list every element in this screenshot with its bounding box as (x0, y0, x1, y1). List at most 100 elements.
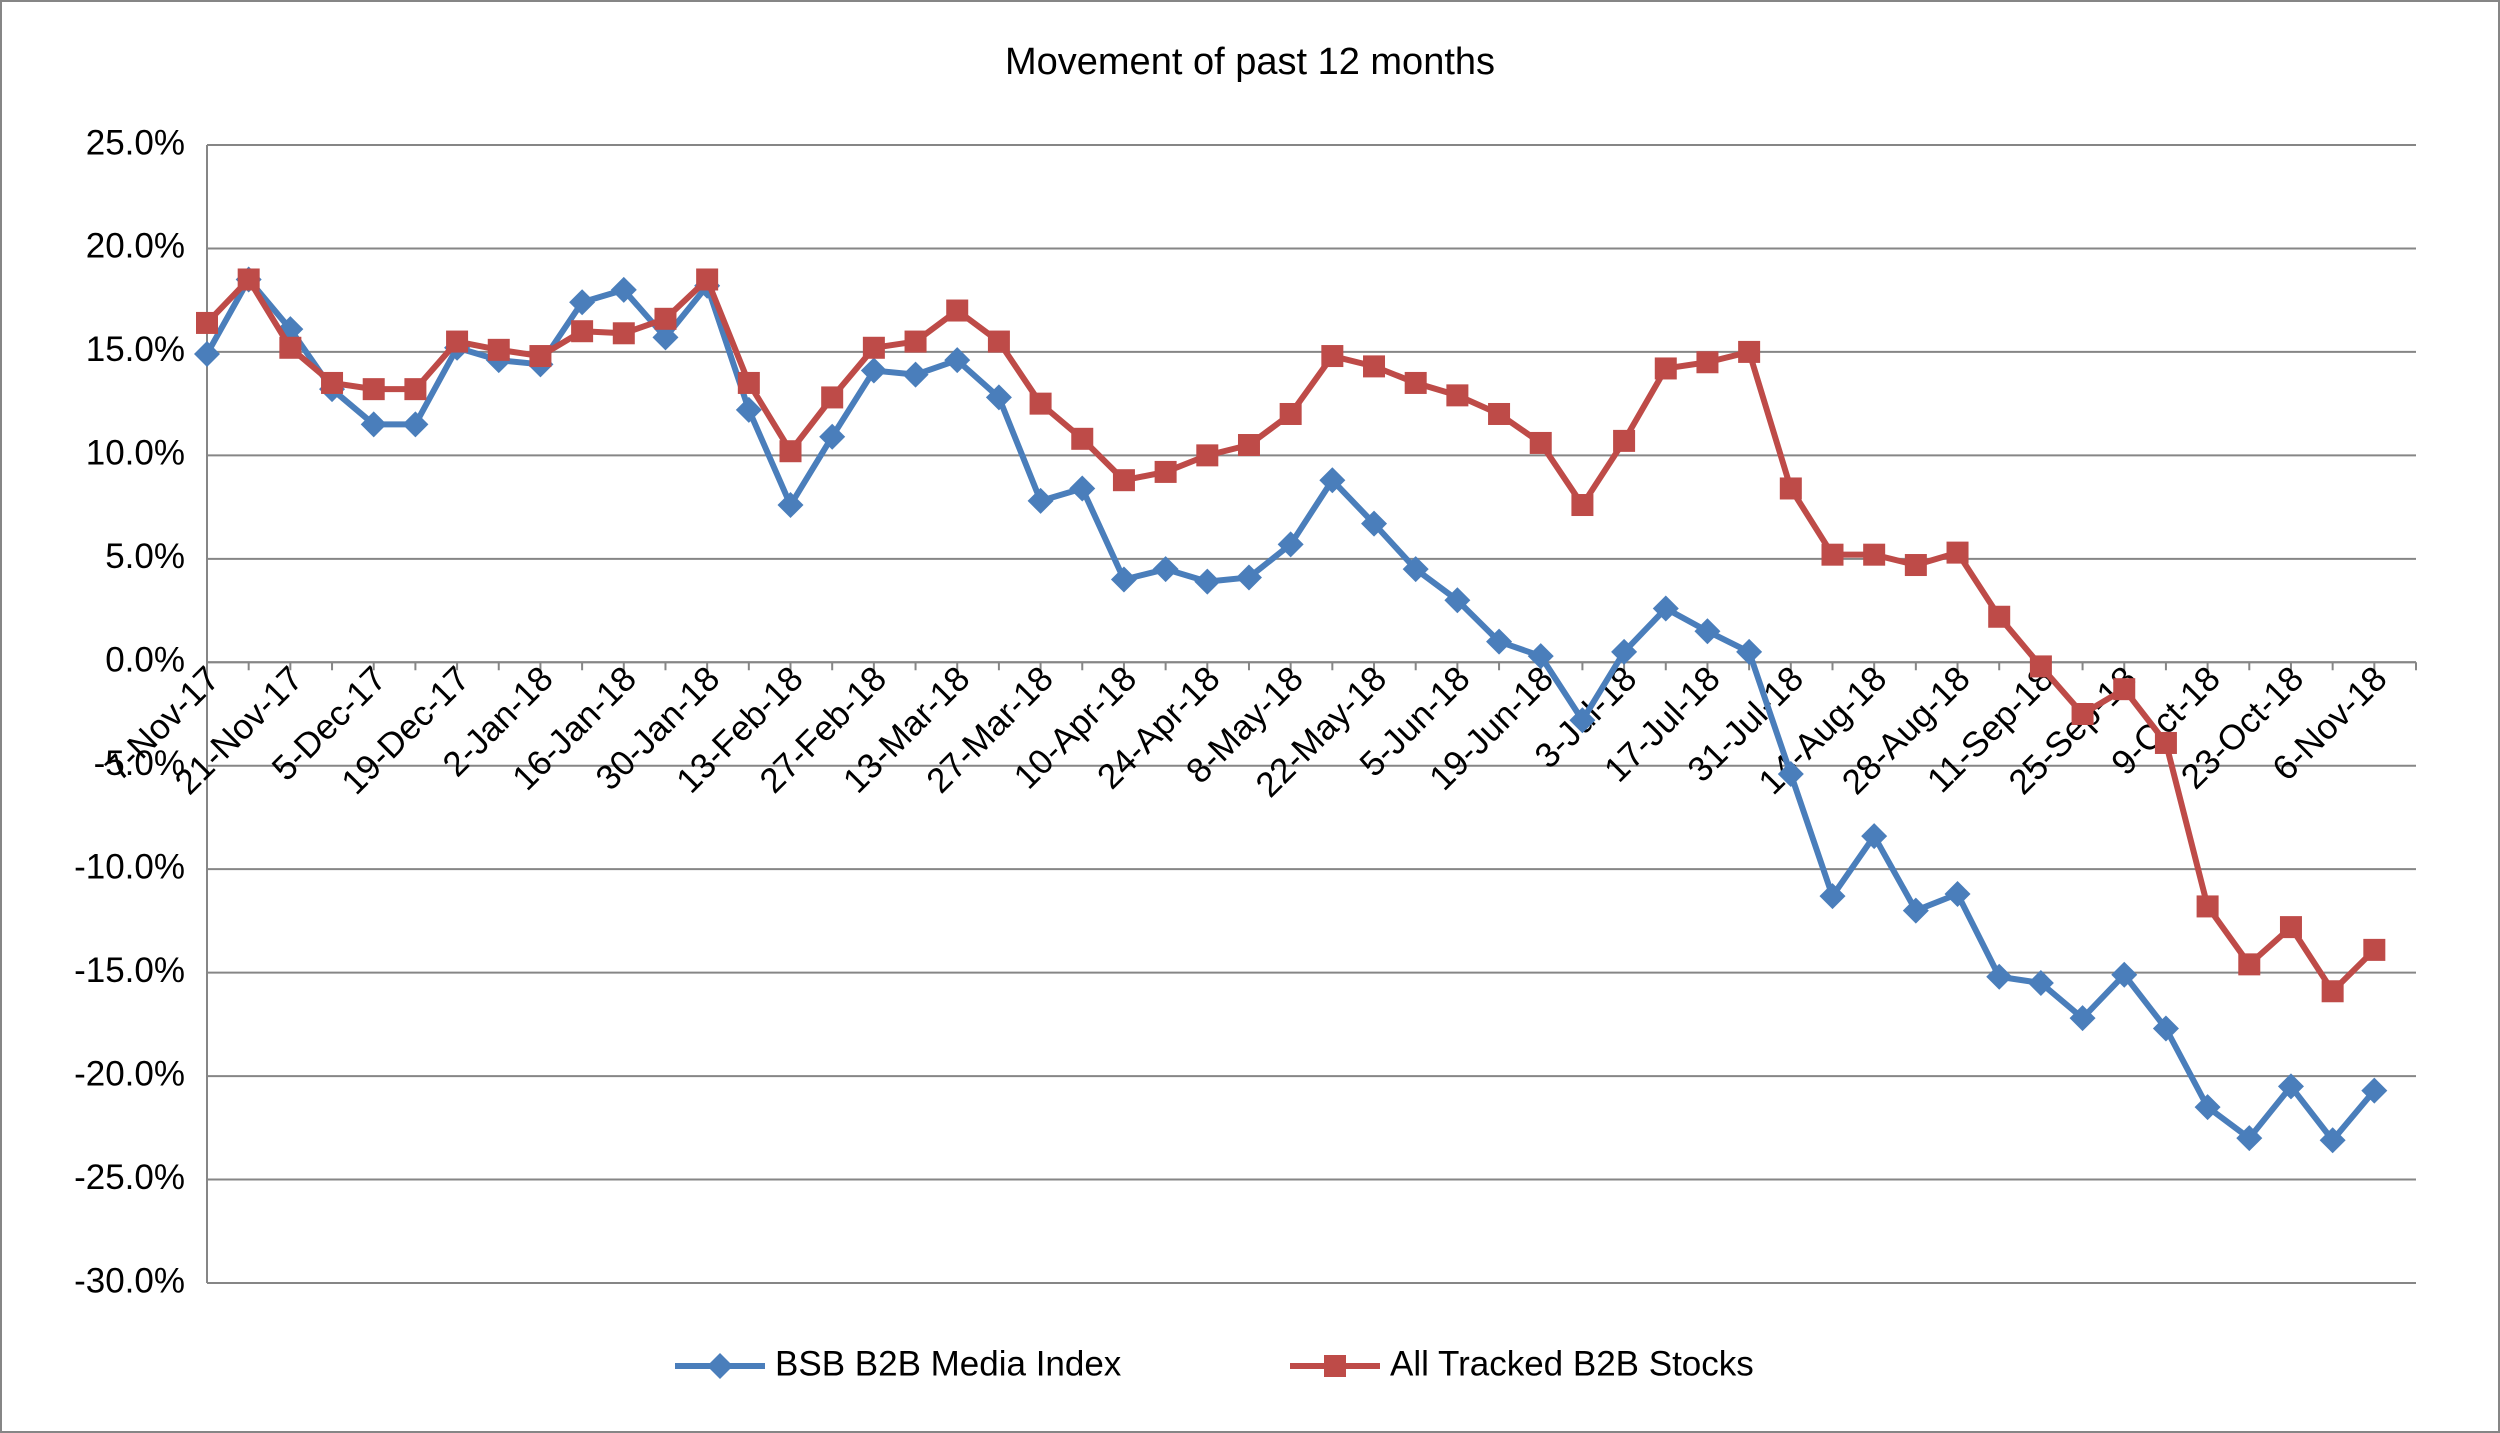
y-tick-label: 5.0% (105, 537, 185, 576)
legend-marker (707, 1353, 733, 1379)
marker (696, 268, 719, 291)
marker (1110, 566, 1137, 593)
y-tick-label: -20.0% (74, 1054, 185, 1093)
marker (1402, 556, 1429, 583)
marker (194, 340, 220, 367)
y-tick-label: 15.0% (86, 330, 185, 369)
marker (2277, 1073, 2304, 1100)
chart-title: Movement of past 12 months (1005, 41, 1495, 83)
marker (1194, 568, 1221, 595)
marker (2027, 969, 2054, 996)
marker (2152, 1015, 2179, 1042)
marker (2361, 1077, 2388, 1104)
marker (487, 338, 510, 361)
marker (1694, 618, 1721, 645)
marker (1527, 643, 1554, 670)
marker (1152, 556, 1179, 583)
marker (2071, 703, 2094, 725)
marker (1069, 475, 1096, 502)
y-tick-label: 20.0% (86, 227, 185, 266)
marker (1319, 467, 1346, 494)
marker (1235, 564, 1262, 591)
marker (2029, 655, 2052, 678)
legend-marker (1324, 1355, 1346, 1377)
marker (1486, 628, 1513, 655)
marker (862, 336, 885, 359)
marker (529, 345, 552, 368)
marker (1237, 434, 1260, 457)
marker (1946, 541, 1969, 564)
marker (2279, 916, 2302, 939)
marker (1112, 469, 1135, 492)
marker (1904, 554, 1927, 577)
marker (652, 324, 679, 351)
marker (2113, 678, 2136, 701)
marker (1279, 402, 1302, 425)
marker (1488, 402, 1511, 425)
marker (1361, 510, 1388, 537)
marker (1738, 340, 1761, 363)
marker (1944, 881, 1971, 908)
marker (1861, 823, 1888, 850)
marker (2111, 961, 2138, 988)
marker (279, 336, 302, 359)
marker (1613, 429, 1636, 452)
marker (1902, 897, 1929, 924)
marker (987, 330, 1010, 353)
marker (1154, 460, 1177, 483)
marker (1321, 345, 1344, 368)
marker (985, 384, 1012, 411)
y-tick-label: -10.0% (74, 847, 185, 886)
marker (362, 378, 385, 401)
marker (2069, 1005, 2096, 1032)
y-tick-label: -5.0% (94, 744, 185, 783)
y-tick-label: -25.0% (74, 1158, 185, 1197)
marker (1446, 384, 1469, 407)
marker (2154, 731, 2177, 754)
marker (1736, 638, 1763, 665)
y-tick-label: 25.0% (86, 123, 185, 162)
marker (1819, 883, 1846, 910)
legend-label: All Tracked B2B Stocks (1390, 1344, 1754, 1383)
marker (735, 396, 762, 423)
marker (821, 386, 844, 409)
marker (1863, 543, 1886, 566)
marker (1569, 707, 1596, 734)
marker (2236, 1125, 2263, 1152)
marker (902, 361, 929, 388)
marker (2238, 953, 2261, 976)
marker (1529, 431, 1552, 454)
marker (1363, 355, 1386, 378)
marker (196, 311, 218, 334)
series-markers (196, 268, 2386, 1003)
marker (1779, 477, 1802, 500)
marker (654, 307, 677, 330)
marker (1988, 605, 2011, 628)
marker (2196, 895, 2219, 918)
marker (1652, 595, 1679, 622)
marker (1444, 587, 1471, 614)
marker (2194, 1094, 2221, 1121)
marker (779, 440, 802, 463)
legend-label: BSB B2B Media Index (775, 1344, 1122, 1383)
marker (321, 371, 344, 394)
marker (1277, 531, 1304, 558)
marker (1696, 351, 1719, 374)
marker (1821, 543, 1844, 566)
marker (1611, 638, 1638, 665)
marker (2321, 980, 2344, 1003)
marker (446, 330, 469, 353)
marker (612, 322, 635, 345)
marker (946, 299, 969, 322)
y-tick-label: -15.0% (74, 951, 185, 990)
marker (1029, 392, 1052, 415)
marker (1404, 371, 1427, 394)
marker (402, 411, 429, 438)
marker (819, 423, 846, 450)
marker (1654, 357, 1677, 380)
marker (360, 411, 387, 438)
marker (777, 492, 804, 519)
marker (1571, 494, 1594, 517)
marker (1196, 444, 1219, 467)
